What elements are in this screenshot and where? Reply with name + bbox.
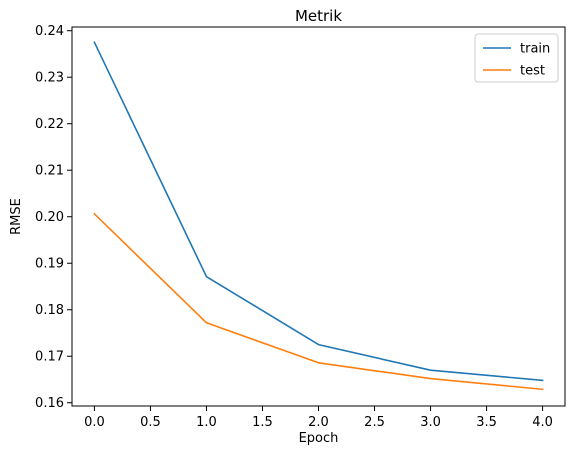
y-tick-label: 0.18: [35, 303, 64, 318]
y-tick-label: 0.19: [35, 257, 64, 272]
x-axis: 0.0 0.5 1.0 1.5 2.0 2.5 3.0 3.5 4.0: [84, 406, 553, 430]
chart-title: Metrik: [295, 7, 342, 25]
y-tick-label: 0.16: [35, 396, 64, 411]
y-tick-label: 0.21: [35, 164, 64, 179]
x-tick-label: 1.0: [196, 415, 217, 430]
x-tick-label: 4.0: [532, 415, 553, 430]
x-tick-label: 0.0: [84, 415, 105, 430]
y-axis: 0.16 0.17 0.18 0.19 0.20 0.21 0.22 0.23 0.24: [35, 24, 72, 411]
y-axis-title: RMSE: [9, 198, 24, 235]
x-tick-label: 3.5: [476, 415, 497, 430]
y-tick-label: 0.22: [35, 117, 64, 132]
y-tick-label: 0.20: [35, 210, 64, 225]
legend-label-test: test: [520, 64, 545, 79]
y-tick-label: 0.23: [35, 71, 64, 86]
series-lines: [93, 41, 544, 391]
legend: train test: [474, 33, 559, 83]
y-tick-label: 0.17: [35, 350, 64, 365]
x-tick-label: 0.5: [140, 415, 161, 430]
x-tick-label: 1.5: [252, 415, 273, 430]
x-axis-title: Epoch: [299, 431, 339, 446]
x-tick-label: 3.0: [420, 415, 441, 430]
y-tick-label: 0.24: [35, 24, 64, 39]
x-tick-label: 2.0: [308, 415, 329, 430]
legend-label-train: train: [520, 42, 550, 57]
x-tick-label: 2.5: [364, 415, 385, 430]
series-line-test: [93, 212, 544, 391]
series-line-train: [93, 41, 544, 382]
